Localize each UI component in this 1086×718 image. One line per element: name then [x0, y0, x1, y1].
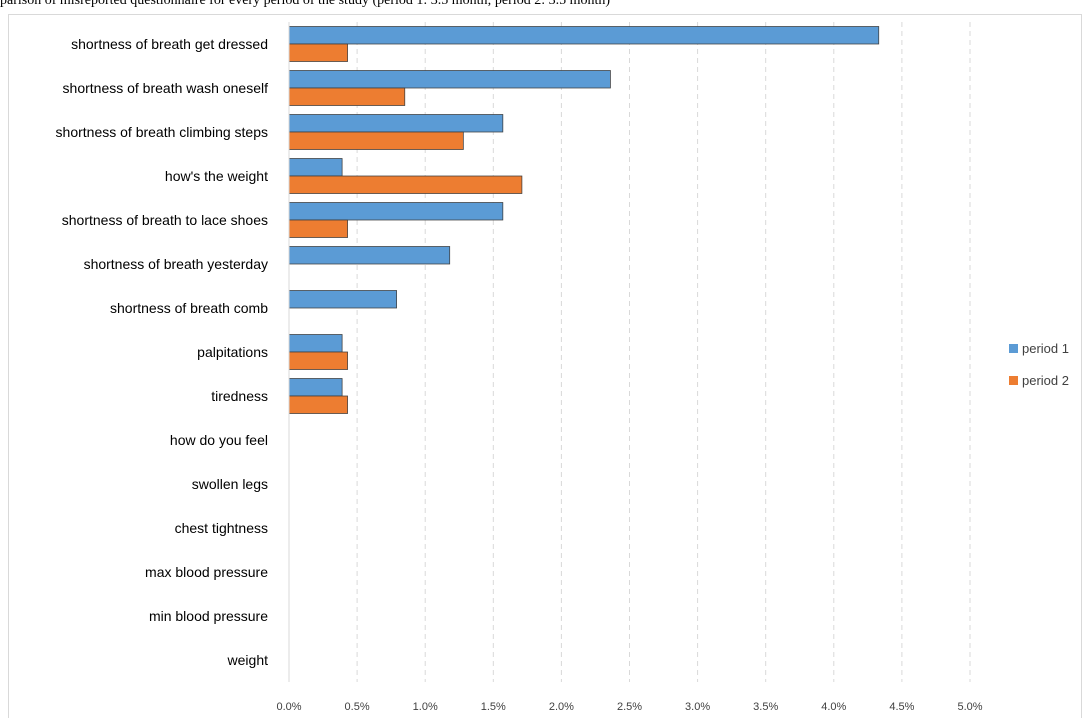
x-tick-label: 2.0% [549, 701, 574, 713]
x-tick-label: 5.0% [957, 701, 982, 713]
bar-period-2 [288, 351, 348, 370]
category-label: weight [227, 652, 269, 668]
category-label: how do you feel [170, 432, 268, 448]
category-label: chest tightness [175, 520, 268, 536]
chart-frame [8, 14, 1082, 718]
category-label: shortness of breath wash oneself [63, 80, 269, 96]
category-label: shortness of breath to lace shoes [62, 212, 268, 228]
bar-period-1 [288, 114, 504, 133]
legend-swatch [1009, 376, 1018, 385]
bar-period-1 [288, 70, 611, 89]
figure-caption: parison of misreported questionnaire for… [0, 0, 611, 8]
bar-period-2 [288, 219, 348, 238]
bar-period-2 [288, 87, 406, 106]
category-label: how's the weight [165, 168, 268, 184]
bar-period-1 [288, 378, 343, 397]
bar-period-2 [288, 43, 348, 62]
category-label: shortness of breath comb [110, 300, 268, 316]
x-tick-label: 3.0% [685, 701, 710, 713]
bar-period-1 [288, 158, 343, 177]
x-tick-label: 2.5% [617, 701, 642, 713]
bar-period-2 [288, 175, 523, 194]
x-tick-label: 0.0% [276, 701, 301, 713]
bar-period-1 [288, 334, 343, 353]
x-tick-label: 1.0% [413, 701, 438, 713]
category-label: palpitations [197, 344, 268, 360]
bars [288, 26, 880, 414]
category-label: shortness of breath yesterday [84, 256, 268, 272]
bar-period-1 [288, 26, 880, 45]
category-label: shortness of breath get dressed [71, 36, 268, 52]
legend-label: period 2 [1022, 373, 1069, 388]
x-tick-label: 4.5% [889, 701, 914, 713]
bar-period-1 [288, 246, 451, 265]
category-label: swollen legs [192, 476, 268, 492]
x-tick-label: 3.5% [753, 701, 778, 713]
bar-period-2 [288, 395, 348, 414]
bar-period-1 [288, 290, 397, 309]
bar-period-1 [288, 202, 504, 221]
category-labels: shortness of breath get dressed shortness… [56, 36, 269, 668]
x-tick-label: 1.5% [481, 701, 506, 713]
category-label: tiredness [211, 388, 268, 404]
legend-swatch [1009, 344, 1018, 353]
category-label: shortness of breath climbing steps [56, 124, 268, 140]
legend: period 1 period 2 [1009, 341, 1069, 388]
tick-labels: 0.0% 0.5% 1.0% 1.5% 2.0% 2.5% 3.0% 3.5% 4.0% 4.5%… [276, 701, 982, 713]
category-label: min blood pressure [149, 608, 268, 624]
bar-period-2 [288, 131, 464, 150]
x-tick-label: 4.0% [821, 701, 846, 713]
x-tick-label: 0.5% [345, 701, 370, 713]
legend-label: period 1 [1022, 341, 1069, 356]
category-label: max blood pressure [145, 564, 268, 580]
